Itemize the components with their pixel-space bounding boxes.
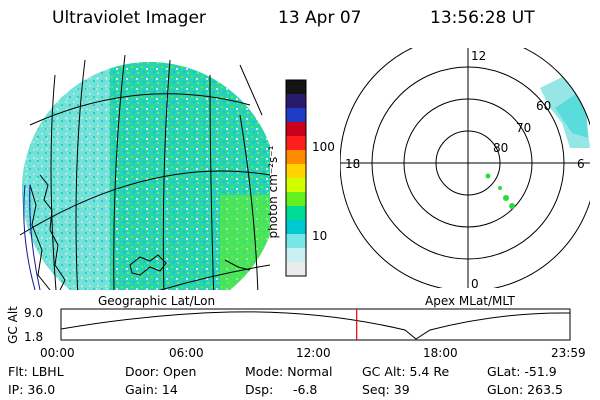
colorbar-tick-100: 100: [312, 140, 335, 154]
time-label: 13:56:28 UT: [430, 8, 535, 28]
colorbar-stripe: [286, 192, 306, 207]
mlat-label-60: 60: [536, 99, 551, 113]
colorbar-stripe: [286, 220, 306, 235]
timeline-xtick-0600: 06:00: [169, 346, 204, 360]
colorbar-stripe: [286, 108, 306, 123]
status-mode: Mode: Normal: [245, 364, 333, 379]
colorbar-stripe: [286, 80, 306, 95]
mlt-label-12: 12: [471, 49, 486, 63]
status-dsp-value: -6.8: [293, 382, 318, 397]
timeline-xtick-2359: 23:59: [551, 346, 586, 360]
colorbar-stripe: [286, 122, 306, 137]
mlt-label-18: 18: [345, 157, 360, 171]
status-dsp-label: Dsp:: [245, 382, 274, 397]
status-glat: GLat: -51.9: [487, 364, 557, 379]
timeline-ytick-min: 1.8: [24, 330, 44, 344]
status-door: Door: Open: [125, 364, 197, 379]
altitude-curve: [60, 311, 571, 340]
mlat-label-70: 70: [516, 121, 531, 135]
colorbar-stripe: [286, 150, 306, 165]
timeline-plot: [60, 308, 571, 341]
timeline-xtick-1800: 18:00: [423, 346, 458, 360]
colorbar-tick-10: 10: [312, 229, 328, 243]
colorbar-stripe: [286, 94, 306, 109]
mlat-label-80: 80: [493, 141, 508, 155]
timeline-xtick-1200: 12:00: [296, 346, 331, 360]
geographic-caption: Geographic Lat/Lon: [98, 294, 216, 308]
timeline-ytick-max: 9.0: [24, 306, 44, 320]
timeline-xtick-0000: 00:00: [40, 346, 75, 360]
colorbar-stripe: [286, 178, 306, 193]
status-glon: GLon: 263.5: [487, 382, 563, 397]
date-label: 13 Apr 07: [278, 8, 362, 28]
colorbar-stripe: [286, 206, 306, 221]
geographic-map: [19, 54, 270, 290]
colorbar-stripe: [286, 248, 306, 263]
color-bar: [285, 79, 307, 277]
status-gain: Gain: 14: [125, 382, 178, 397]
colorbar-stripe: [286, 136, 306, 151]
apex-caption: Apex MLat/MLT: [425, 294, 515, 308]
colorbar-stripe: [286, 262, 306, 277]
mlt-label-6: 6: [577, 157, 585, 171]
mlt-label-0: 0: [471, 277, 479, 288]
status-ip: IP: 36.0: [8, 382, 56, 397]
status-flt: Flt: LBHL: [8, 364, 64, 379]
timeline-axis-label: GC Alt: [6, 306, 20, 344]
polar-plot: 12 18 6 0 60 70 80: [340, 48, 590, 288]
colorbar-stripe: [286, 164, 306, 179]
status-seq: Seq: 39: [362, 382, 410, 397]
instrument-title: Ultraviolet Imager: [52, 8, 206, 28]
colorbar-unit-label: photon cm⁻²s⁻¹: [266, 145, 280, 239]
status-gc-alt: GC Alt: 5.4 Re: [362, 364, 450, 379]
colorbar-stripe: [286, 234, 306, 249]
